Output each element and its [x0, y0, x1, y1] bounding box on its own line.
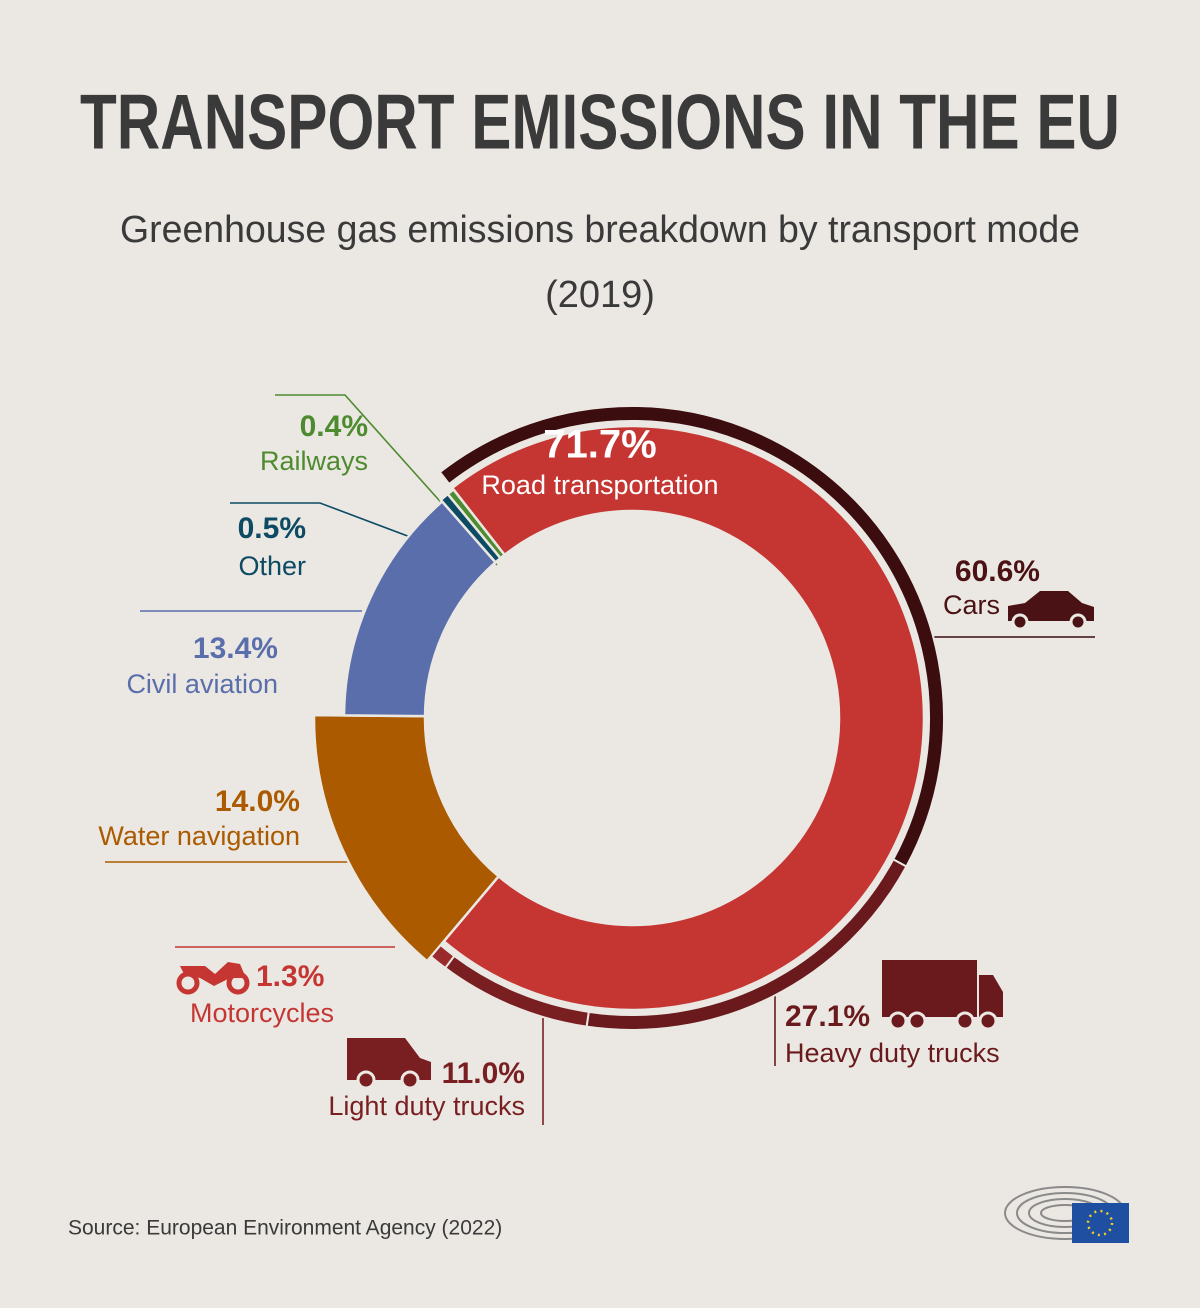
category-label: Civil aviation	[126, 669, 278, 699]
source: Source: European Environment Agency (202…	[68, 1217, 502, 1240]
breakdown-category-label: Heavy duty trucks	[785, 1038, 1000, 1068]
value-label: 0.4%	[300, 410, 368, 443]
van-icon	[347, 1038, 431, 1090]
chart-period: (2019)	[545, 274, 655, 316]
breakdown-value-label: 1.3%	[256, 960, 324, 993]
breakdown-slice	[429, 943, 456, 970]
category-label: Other	[238, 551, 306, 581]
logo	[1004, 1186, 1129, 1243]
slice	[442, 424, 926, 1012]
category-label: Railways	[260, 446, 368, 476]
chart-subtitle: Greenhouse gas emissions breakdown by tr…	[120, 209, 1080, 251]
value-label: 13.4%	[193, 632, 278, 665]
breakdown-value-label: 60.6%	[955, 555, 1040, 588]
breakdown-category-label: Motorcycles	[190, 998, 334, 1028]
car-icon	[1008, 591, 1094, 631]
value-label: 71.7%	[543, 423, 656, 467]
value-label: 14.0%	[215, 785, 300, 818]
donut	[312, 405, 945, 1031]
motorcycle-icon	[176, 962, 250, 995]
chart-title: TRANSPORT EMISSIONS IN THE EU	[80, 78, 1120, 166]
category-label: Water navigation	[98, 821, 300, 851]
slice	[446, 487, 507, 560]
breakdown-value-label: 27.1%	[785, 1000, 870, 1033]
breakdown-category-label: Light duty trucks	[328, 1091, 525, 1121]
truck-icon	[882, 960, 1003, 1031]
slice	[312, 713, 501, 963]
breakdown-value-label: 11.0%	[442, 1057, 525, 1090]
category-label: Road transportation	[481, 470, 718, 500]
value-label: 0.5%	[238, 512, 306, 545]
breakdown-category-label: Cars	[943, 590, 1000, 620]
